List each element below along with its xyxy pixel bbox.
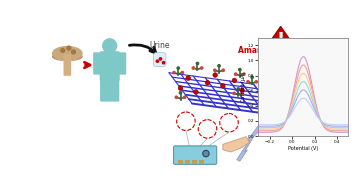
FancyBboxPatch shape <box>109 76 119 102</box>
Y-axis label: Current (μA): Current (μA) <box>241 72 246 102</box>
Circle shape <box>200 67 203 69</box>
Circle shape <box>237 88 239 90</box>
Circle shape <box>178 86 183 91</box>
FancyBboxPatch shape <box>64 54 71 76</box>
X-axis label: Potential (V): Potential (V) <box>288 146 318 151</box>
FancyBboxPatch shape <box>100 76 110 102</box>
FancyBboxPatch shape <box>100 51 120 81</box>
Circle shape <box>243 73 245 75</box>
Ellipse shape <box>53 53 82 60</box>
FancyBboxPatch shape <box>93 52 103 75</box>
Circle shape <box>204 152 208 156</box>
Circle shape <box>194 90 198 94</box>
Bar <box>178 160 183 164</box>
Circle shape <box>247 81 249 83</box>
Circle shape <box>67 46 71 50</box>
Circle shape <box>61 48 65 52</box>
Circle shape <box>103 39 117 53</box>
Ellipse shape <box>53 46 82 60</box>
Circle shape <box>159 58 162 60</box>
Polygon shape <box>223 137 250 152</box>
Circle shape <box>251 76 253 78</box>
Circle shape <box>239 68 241 71</box>
Circle shape <box>213 73 218 77</box>
Polygon shape <box>269 26 293 43</box>
Circle shape <box>162 62 165 64</box>
Circle shape <box>218 65 220 67</box>
Circle shape <box>181 71 183 74</box>
Circle shape <box>233 92 235 94</box>
Circle shape <box>240 88 244 93</box>
Circle shape <box>220 84 225 88</box>
Polygon shape <box>237 113 273 161</box>
Circle shape <box>175 96 177 98</box>
Bar <box>199 160 204 164</box>
Circle shape <box>183 96 186 98</box>
FancyBboxPatch shape <box>174 146 217 164</box>
Bar <box>192 160 197 164</box>
Text: Amanitin Poisoning: Amanitin Poisoning <box>238 46 323 55</box>
Bar <box>185 160 190 164</box>
Circle shape <box>196 62 199 65</box>
Circle shape <box>203 150 209 157</box>
Circle shape <box>255 81 257 83</box>
Circle shape <box>234 73 237 75</box>
Circle shape <box>71 50 75 54</box>
Text: !: ! <box>276 31 285 49</box>
Circle shape <box>177 67 180 69</box>
Circle shape <box>214 69 216 71</box>
Circle shape <box>156 60 159 62</box>
Circle shape <box>192 67 195 69</box>
Text: Urine: Urine <box>149 41 170 50</box>
Circle shape <box>205 81 210 85</box>
Circle shape <box>180 92 182 94</box>
Circle shape <box>222 69 224 71</box>
Circle shape <box>186 76 191 81</box>
FancyBboxPatch shape <box>116 52 126 75</box>
Circle shape <box>241 92 244 94</box>
Circle shape <box>173 71 175 74</box>
Circle shape <box>232 78 237 83</box>
FancyBboxPatch shape <box>154 53 166 67</box>
